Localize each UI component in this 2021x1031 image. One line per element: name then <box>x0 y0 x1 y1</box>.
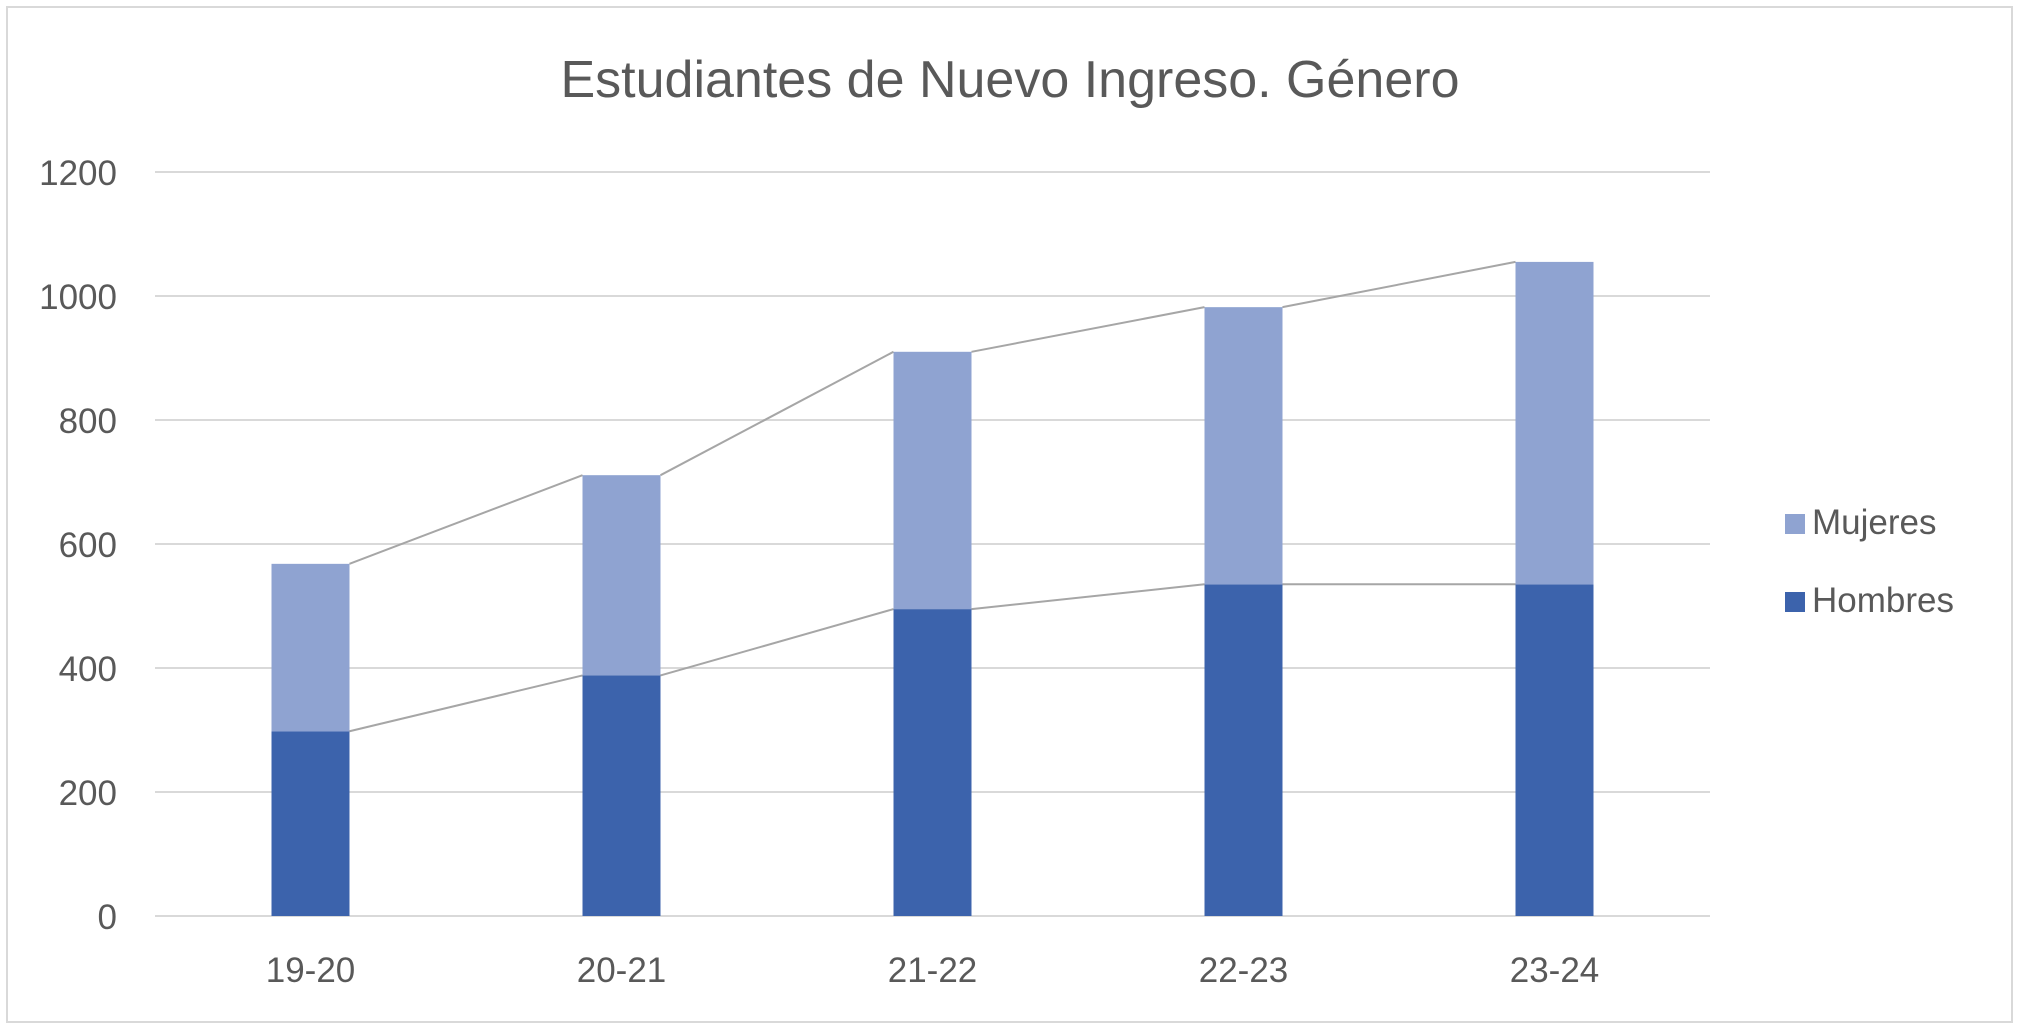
y-tick-label: 1200 <box>39 154 117 193</box>
series-line-mujeres <box>1282 260 1516 309</box>
series-line-mujeres <box>349 474 583 565</box>
chart-title: Estudiantes de Nuevo Ingreso. Género <box>560 51 1459 109</box>
series-lines <box>349 260 1516 733</box>
y-axis-tick-labels: 0 200 400 600 800 1000 1200 <box>39 154 117 937</box>
x-tick-label: 22-23 <box>1199 951 1289 990</box>
bar-hombres-23-24 <box>1515 584 1594 916</box>
x-tick-label: 23-24 <box>1510 951 1600 990</box>
x-tick-label: 19-20 <box>266 951 356 990</box>
legend-label-hombres: Hombres <box>1812 581 1954 620</box>
legend-label-mujeres: Mujeres <box>1812 503 1936 542</box>
y-tick-label: 600 <box>59 526 117 565</box>
bar-mujeres-20-21 <box>582 475 661 676</box>
bar-mujeres-23-24 <box>1515 261 1594 585</box>
legend-swatch-hombres <box>1785 592 1805 612</box>
y-tick-label: 200 <box>59 774 117 813</box>
y-tick-label: 0 <box>98 898 117 937</box>
x-axis-tick-labels: 19-20 20-21 21-22 22-23 23-24 <box>266 951 1600 990</box>
bar-mujeres-21-22 <box>893 351 972 610</box>
bar-hombres-20-21 <box>582 675 661 916</box>
x-tick-label: 20-21 <box>577 951 667 990</box>
y-tick-label: 400 <box>59 650 117 689</box>
bar-hombres-19-20 <box>271 731 350 916</box>
x-tick-label: 21-22 <box>888 951 978 990</box>
bar-mujeres-19-20 <box>271 563 350 732</box>
series-line-mujeres <box>660 350 894 477</box>
series-line-hombres <box>349 674 583 733</box>
bar-mujeres-22-23 <box>1204 307 1283 585</box>
bar-hombres-21-22 <box>893 609 972 916</box>
series-line-hombres <box>971 583 1205 611</box>
series-line-hombres <box>660 608 894 677</box>
bars <box>271 261 1594 916</box>
legend: Mujeres Hombres <box>1785 503 1954 620</box>
series-line-mujeres <box>971 306 1205 353</box>
bar-hombres-22-23 <box>1204 584 1283 916</box>
y-tick-label: 1000 <box>39 278 117 317</box>
y-tick-label: 800 <box>59 402 117 441</box>
legend-swatch-mujeres <box>1785 514 1805 534</box>
